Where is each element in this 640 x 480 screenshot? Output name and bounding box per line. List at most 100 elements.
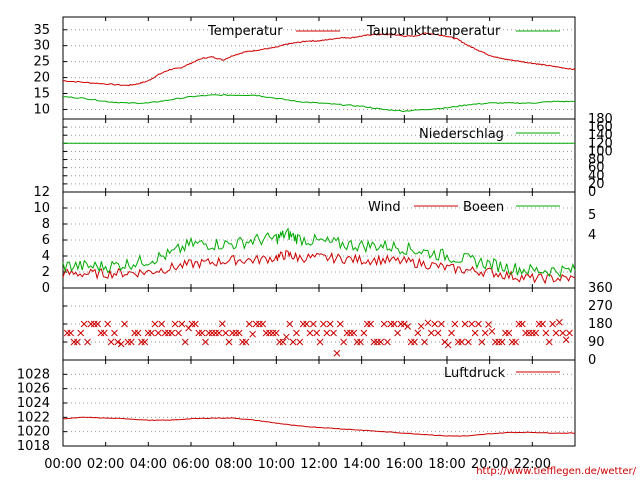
legend-luftdruck-label: Luftdruck: [444, 366, 506, 381]
ytick-label-precipitation: 160: [588, 120, 613, 135]
xtick-label: 20:00: [471, 457, 508, 472]
plot-layer: 3530252015101801601401201008060402001210…: [17, 17, 613, 472]
wind-direction-point: [475, 320, 482, 328]
wind-direction-point: [151, 320, 159, 328]
wind-direction-point: [458, 338, 465, 346]
series-line-taupunkttemperatur: [62, 93, 576, 112]
wind-direction-point: [74, 338, 81, 346]
wind-direction-point: [478, 338, 486, 346]
wind-direction-point: [532, 329, 540, 337]
wind-direction-point: [259, 320, 267, 328]
ytick-label-precipitation: 120: [588, 136, 613, 151]
wind-direction-point: [222, 329, 230, 337]
ytick-label-wind_direction: 90: [588, 335, 605, 350]
right-tick-label-wind: 5: [588, 208, 596, 223]
wind-direction-point: [411, 338, 418, 346]
ytick-label-temperature: 15: [33, 87, 50, 102]
wind-direction-point: [549, 320, 556, 328]
wind-direction-point: [107, 338, 115, 346]
wind-direction-point: [562, 336, 570, 344]
series-line-luftdruck: [62, 416, 576, 437]
wind-direction-point: [148, 329, 155, 337]
wind-direction-point: [84, 338, 91, 346]
wind-direction-point: [202, 338, 209, 346]
series-line-boeen: [62, 227, 576, 278]
wind-direction-point: [438, 320, 445, 328]
wind-direction-point: [235, 329, 243, 337]
ytick-label-temperature: 35: [33, 23, 50, 38]
wind-direction-point: [542, 329, 550, 337]
wind-direction-point: [218, 320, 226, 328]
right-tick-label-wind: 4: [588, 228, 596, 243]
wind-direction-point: [465, 338, 472, 346]
source-url: http://www.tiefflegen.de/wetter/: [476, 466, 636, 477]
wind-direction-point: [121, 320, 128, 328]
legend-temperatur-label: Temperatur: [207, 24, 283, 39]
wind-direction-point: [225, 338, 233, 346]
wind-direction-point: [249, 330, 257, 338]
wind-direction-point: [215, 329, 223, 337]
ytick-label-wind_direction: 180: [588, 317, 613, 332]
wind-direction-point: [323, 329, 331, 337]
ytick-label-wind: 8: [42, 217, 50, 232]
wind-direction-point: [289, 338, 297, 346]
ytick-label-precipitation: 100: [588, 144, 613, 159]
xtick-label: 16:00: [386, 457, 423, 472]
wind-direction-point: [431, 320, 439, 328]
wind-direction-point: [414, 329, 422, 337]
wind-direction-point: [539, 320, 546, 328]
wind-direction-point: [380, 320, 388, 328]
wind-direction-point: [552, 329, 560, 337]
series-line-wind: [62, 250, 576, 285]
wind-direction-point: [168, 329, 176, 337]
ytick-label-precipitation: 40: [588, 169, 605, 184]
wind-direction-point: [444, 341, 452, 349]
wind-direction-point: [67, 329, 74, 337]
legend-niederschlag-label: Niederschlag: [419, 127, 504, 142]
wind-direction-point: [117, 340, 125, 348]
wind-direction-point: [100, 329, 108, 337]
wind-direction-point: [94, 320, 101, 328]
wind-direction-point: [518, 320, 526, 328]
wind-direction-point: [512, 338, 519, 346]
legend-boeen-label: Boeen: [463, 200, 504, 215]
wind-direction-point: [468, 320, 476, 328]
wind-direction-point: [427, 329, 435, 337]
wind-direction-point: [283, 333, 290, 341]
wind-direction-point: [272, 329, 280, 337]
wind-direction-point: [485, 321, 492, 328]
wind-direction-point: [367, 320, 374, 328]
wind-direction-point: [80, 320, 88, 328]
wind-direction-point: [360, 329, 368, 337]
wind-direction-point: [77, 329, 85, 337]
series-line-temperatur: [63, 32, 576, 87]
wind-direction-point: [384, 338, 391, 346]
ytick-label-temperature: 25: [33, 55, 50, 70]
wind-direction-point: [104, 320, 112, 328]
wind-direction-point: [333, 349, 341, 357]
wind-direction-point: [185, 324, 192, 332]
ytick-label-wind: 0: [42, 281, 50, 296]
wind-direction-point: [175, 329, 182, 337]
wind-direction-point: [350, 329, 358, 337]
ytick-label-pressure: 1024: [17, 396, 50, 411]
wind-direction-point: [306, 329, 314, 337]
wind-direction-point: [309, 320, 317, 328]
wind-direction-point: [481, 329, 489, 337]
ytick-label-wind_direction: 270: [588, 299, 613, 314]
xtick-label: 12:00: [300, 457, 337, 472]
wind-direction-point: [279, 338, 287, 346]
xtick-label: 10:00: [258, 457, 295, 472]
wind-direction-point: [390, 320, 398, 328]
wind-direction-point: [127, 338, 135, 346]
wind-direction-point: [181, 338, 189, 346]
xtick-label: 06:00: [172, 457, 209, 472]
ytick-label-wind: 2: [42, 265, 50, 280]
wind-direction-point: [141, 338, 149, 346]
wind-direction-point: [556, 318, 563, 326]
wind-direction-point: [451, 320, 459, 328]
wind-direction-point: [357, 338, 364, 346]
xtick-label: 02:00: [87, 457, 124, 472]
ytick-label-precipitation: 0: [588, 185, 596, 200]
ytick-label-pressure: 1022: [17, 410, 50, 425]
